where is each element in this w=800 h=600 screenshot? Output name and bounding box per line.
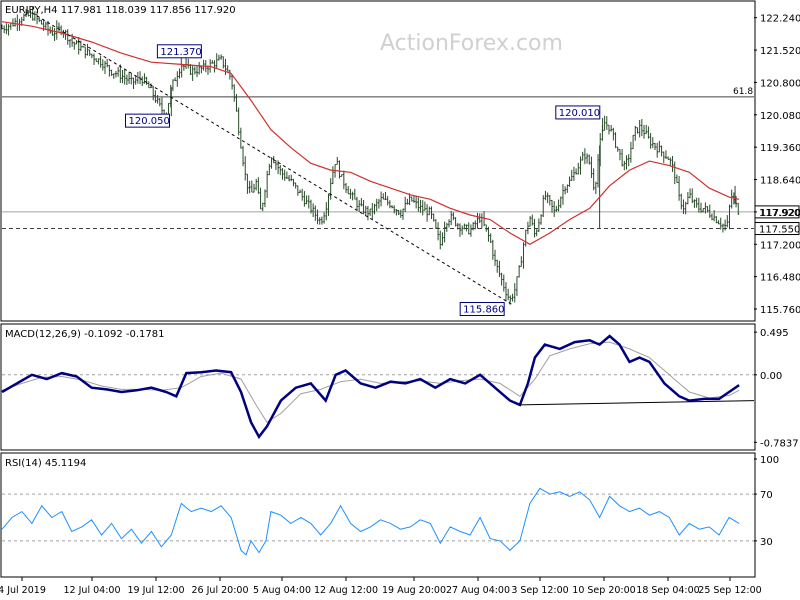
price-annotation-box	[459, 302, 505, 317]
x-tick-label: 26 Jul 20:00	[192, 585, 249, 596]
macd-header: MACD(12,26,9) -0.1092 -0.1781	[5, 329, 165, 340]
price-panel: ActionForex.com 61.8 117.550 117.920 121.3…	[0, 0, 800, 322]
rsi-header: RSI(14) 45.1194	[5, 458, 86, 469]
x-tick-label: 3 Sep 12:00	[511, 585, 568, 596]
watermark: ActionForex.com	[380, 31, 563, 56]
price-candles	[1, 6, 740, 305]
price-y-axis: 122.240 121.520 120.800 120.080 119.360 118.6…	[754, 14, 800, 316]
macd-trendline	[519, 400, 755, 406]
price-annotation-label: 120.050	[129, 116, 170, 127]
price-tick-label: 121.520	[760, 46, 800, 57]
level-label: 117.550	[759, 225, 800, 236]
price-header: EURJPY,H4 117.981 118.039 117.856 117.92…	[5, 5, 236, 16]
rsi-tick-label: 100	[760, 455, 779, 466]
price-annotation-box	[555, 105, 601, 120]
price-tick-label: 115.760	[760, 305, 800, 316]
price-tick-label: 118.640	[760, 176, 800, 187]
rsi-tick-label: 30	[760, 537, 773, 548]
price-annotations: 121.370 120.050 120.010 115.860	[125, 44, 601, 317]
macd-line	[1, 334, 740, 440]
price-annotation-box	[156, 44, 202, 59]
x-axis: 4 Jul 2019 12 Jul 04:00 19 Jul 12:00 26 Jul…	[0, 577, 762, 596]
rsi-line	[1, 487, 740, 556]
rsi-panel-frame	[0, 452, 756, 578]
macd-y-axis: 0.495 0.00 -0.7837	[754, 328, 799, 449]
price-tick-label: 119.360	[760, 143, 800, 154]
x-tick-label: 19 Jul 12:00	[128, 585, 185, 596]
x-tick-label: 12 Jul 04:00	[64, 585, 121, 596]
price-annotation-label: 115.860	[463, 305, 504, 316]
price-annotation-label: 121.370	[160, 47, 201, 58]
rsi-panel: RSI(14) 45.1194 100 70 30	[0, 452, 779, 578]
macd-tick-label: 0.495	[760, 328, 789, 339]
fib-level-label: 61.8	[733, 87, 753, 97]
moving-average-line	[1, 21, 740, 245]
price-panel-frame	[0, 0, 756, 322]
price-annotation-label: 120.010	[559, 108, 600, 119]
x-tick-label: 5 Aug 04:00	[253, 585, 311, 596]
macd-tick-label: -0.7837	[760, 438, 799, 449]
macd-tick-label: 0.00	[760, 371, 782, 382]
x-tick-label: 27 Aug 04:00	[446, 585, 510, 596]
x-tick-label: 19 Aug 20:00	[382, 585, 446, 596]
rsi-gridlines	[2, 493, 754, 542]
x-tick-label: 10 Sep 20:00	[572, 585, 635, 596]
price-annotation-box	[125, 113, 171, 128]
price-tick-label: 120.080	[760, 111, 800, 122]
level-badge	[754, 222, 800, 236]
rsi-y-axis: 100 70 30	[754, 455, 779, 548]
x-tick-label: 25 Sep 12:00	[698, 585, 761, 596]
price-tick-label: 116.480	[760, 273, 800, 284]
rsi-tick-label: 70	[760, 490, 773, 501]
macd-panel: MACD(12,26,9) -0.1092 -0.1781 0.495 0.00 -…	[0, 323, 799, 451]
price-tick-label: 117.200	[760, 240, 800, 251]
price-tick-label: 120.800	[760, 78, 800, 89]
x-tick-label: 12 Aug 12:00	[314, 585, 378, 596]
price-levels: 61.8 117.550 117.920	[2, 87, 800, 236]
downtrend-line	[31, 12, 513, 305]
price-tick-label: 122.240	[760, 14, 800, 25]
price-tick-label: 117.920	[760, 208, 800, 219]
x-tick-label: 18 Sep 04:00	[636, 585, 699, 596]
x-tick-label: 4 Jul 2019	[0, 585, 46, 596]
last-price-label: 117.920	[759, 208, 800, 219]
